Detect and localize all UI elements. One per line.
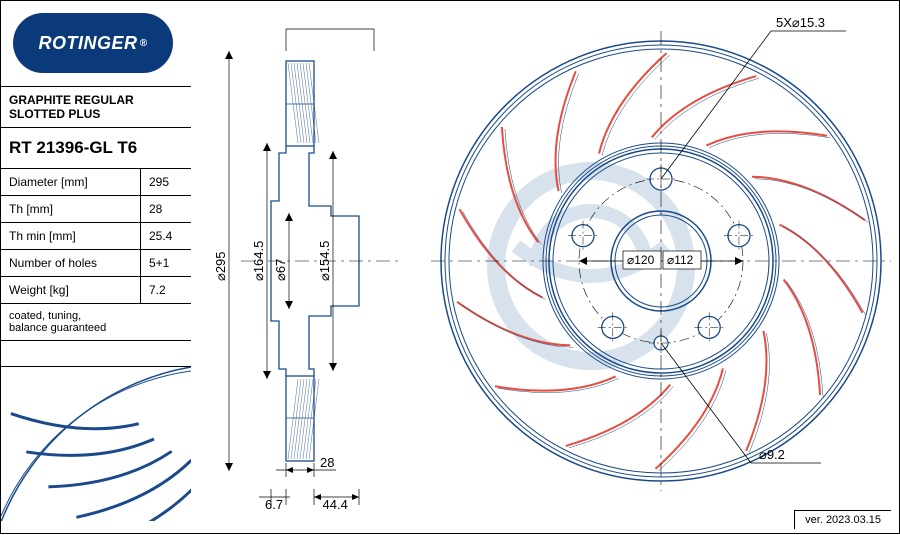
logo-text: ROTINGER xyxy=(39,33,138,54)
svg-text:⌀295: ⌀295 xyxy=(213,251,228,281)
brand-logo: ROTINGER ® xyxy=(13,13,173,73)
spec-label: Th [mm] xyxy=(1,196,141,222)
footer-note: coated, tuning, balance guaranteed xyxy=(1,304,191,340)
spec-row: Th min [mm] 25.4 xyxy=(1,223,191,250)
pattern-svg xyxy=(1,367,191,521)
svg-text:44.4: 44.4 xyxy=(323,497,348,511)
svg-text:⌀67: ⌀67 xyxy=(273,259,288,281)
svg-text:⌀164.5: ⌀164.5 xyxy=(251,241,266,281)
spec-label: Diameter [mm] xyxy=(1,169,141,195)
spec-row: Diameter [mm] 295 xyxy=(1,169,191,196)
product-type-row: GRAPHITE REGULAR SLOTTED PLUS xyxy=(1,87,191,128)
side-view-svg: ⌀295 ⌀164.5 ⌀67 ⌀154.5 28 6.7 44.4 xyxy=(211,11,411,511)
part-number-row: RT 21396-GL T6 xyxy=(1,128,191,169)
product-type: GRAPHITE REGULAR SLOTTED PLUS xyxy=(1,87,191,127)
spec-value: 5+1 xyxy=(141,250,191,276)
spec-label: Number of holes xyxy=(1,250,141,276)
svg-text:⌀120: ⌀120 xyxy=(627,253,655,267)
side-view: ⌀295 ⌀164.5 ⌀67 ⌀154.5 28 6.7 44.4 xyxy=(211,11,411,511)
spec-row: Number of holes 5+1 xyxy=(1,250,191,277)
footer-note-row: coated, tuning, balance guaranteed xyxy=(1,304,191,341)
svg-text:5X⌀15.3: 5X⌀15.3 xyxy=(776,15,825,30)
spec-value: 7.2 xyxy=(141,277,191,303)
front-view-svg: 5X⌀15.3 ⌀9.2 ⌀120 ⌀112 xyxy=(431,11,891,511)
pattern-preview xyxy=(1,366,191,521)
registered-mark: ® xyxy=(140,38,148,49)
part-number: RT 21396-GL T6 xyxy=(1,128,191,168)
spec-value: 295 xyxy=(141,169,191,195)
spec-value: 28 xyxy=(141,196,191,222)
spec-row: Th [mm] 28 xyxy=(1,196,191,223)
svg-text:28: 28 xyxy=(320,455,334,470)
spec-table: GRAPHITE REGULAR SLOTTED PLUS RT 21396-G… xyxy=(1,86,191,341)
front-view: 5X⌀15.3 ⌀9.2 ⌀120 ⌀112 xyxy=(431,11,891,511)
version-label: ver. 2023.03.15 xyxy=(794,510,891,529)
spec-label: Weight [kg] xyxy=(1,277,141,303)
svg-text:⌀154.5: ⌀154.5 xyxy=(317,241,332,281)
svg-text:6.7: 6.7 xyxy=(265,497,283,511)
spec-value: 25.4 xyxy=(141,223,191,249)
spec-label: Th min [mm] xyxy=(1,223,141,249)
svg-text:⌀9.2: ⌀9.2 xyxy=(759,447,785,462)
spec-row: Weight [kg] 7.2 xyxy=(1,277,191,304)
svg-text:⌀112: ⌀112 xyxy=(667,253,694,267)
